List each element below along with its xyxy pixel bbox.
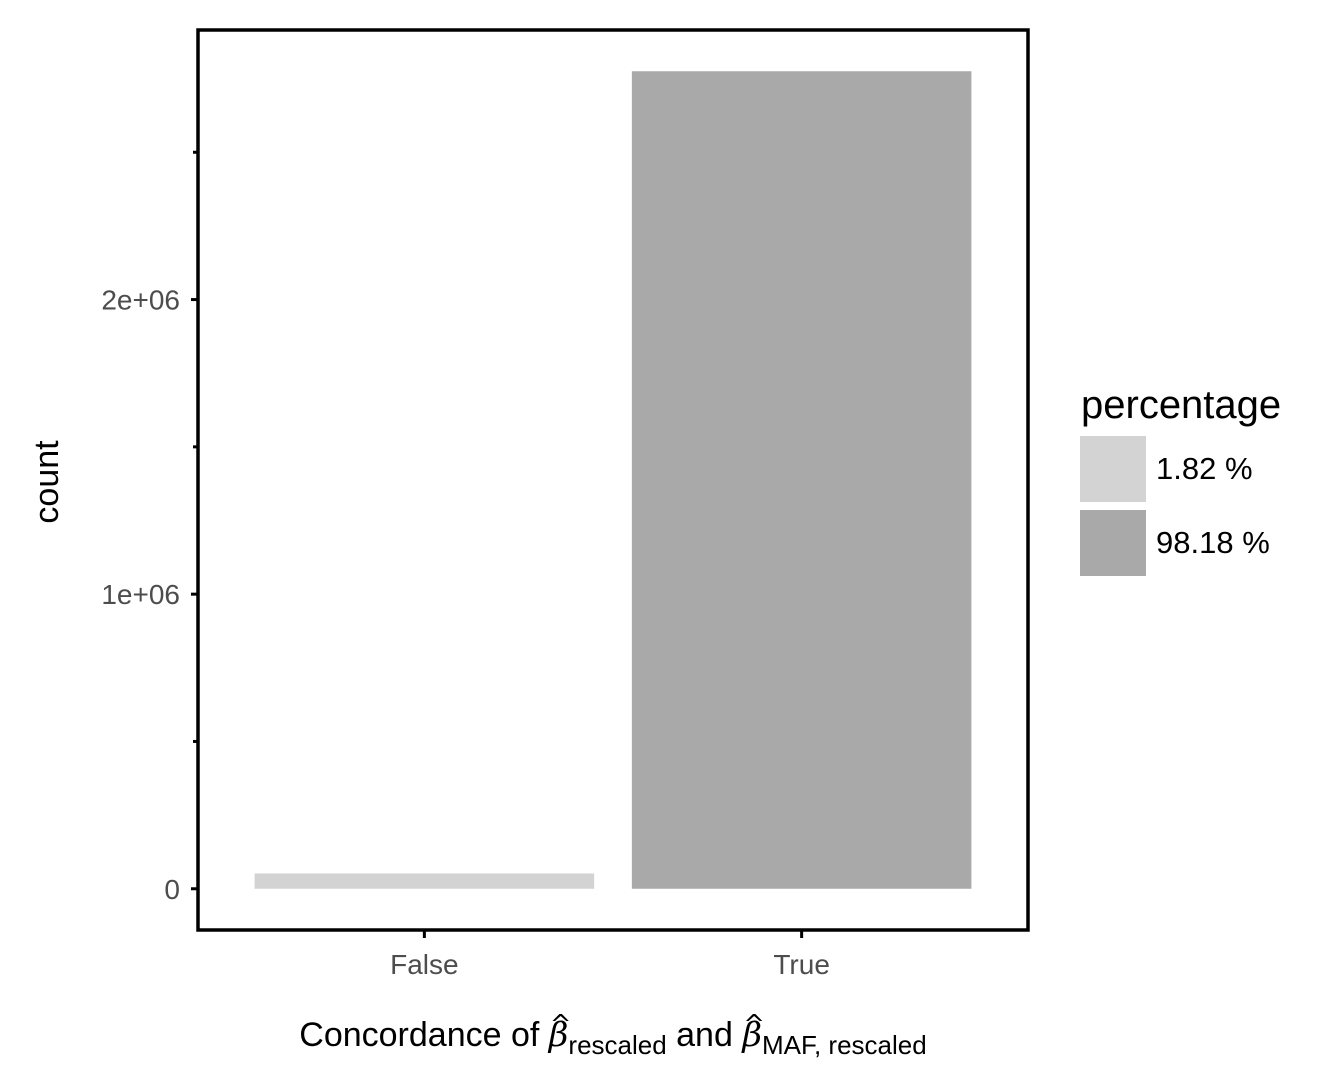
hat-accent: ^ [743,1010,765,1040]
plot-panel-border [196,28,1030,932]
legend-title: percentage [1081,383,1281,427]
x-tick-label-true: True [773,949,830,980]
y-axis-title: count [28,440,66,524]
x-axis-title-prefix: Concordance of [299,1016,549,1054]
bar-false [254,873,595,889]
y-tick-label: 0 [164,874,180,905]
legend-key-2 [1080,510,1146,576]
beta-symbol-2: β [740,1015,762,1055]
x-axis-title-middle: and [667,1016,743,1054]
beta-hats: ^ ^ [550,1010,765,1040]
hat-accent: ^ [550,1010,572,1040]
x-tick-label-false: False [390,949,458,980]
x-axis-title-subscript-1: rescaled [568,1030,666,1060]
legend: percentage 1.82 % 98.18 % [1080,383,1281,576]
x-axis-title-subscript-2: MAF, rescaled [762,1030,927,1060]
beta-symbol-1: β [547,1015,569,1055]
bars-group [254,71,972,889]
x-axis-ticks: False True [390,930,830,980]
legend-label-2: 98.18 % [1156,525,1270,560]
y-tick-label: 1e+06 [101,579,180,610]
y-tick-label: 2e+06 [101,285,180,316]
legend-items: 1.82 % 98.18 % [1080,436,1270,576]
x-axis-title: Concordance of βrescaled and βMAF, resca… [299,1015,926,1060]
y-axis-ticks: 0 1e+06 2e+06 [101,150,198,905]
legend-key-1 [1080,436,1146,502]
legend-label-1: 1.82 % [1156,451,1253,486]
bar-true [631,71,972,889]
